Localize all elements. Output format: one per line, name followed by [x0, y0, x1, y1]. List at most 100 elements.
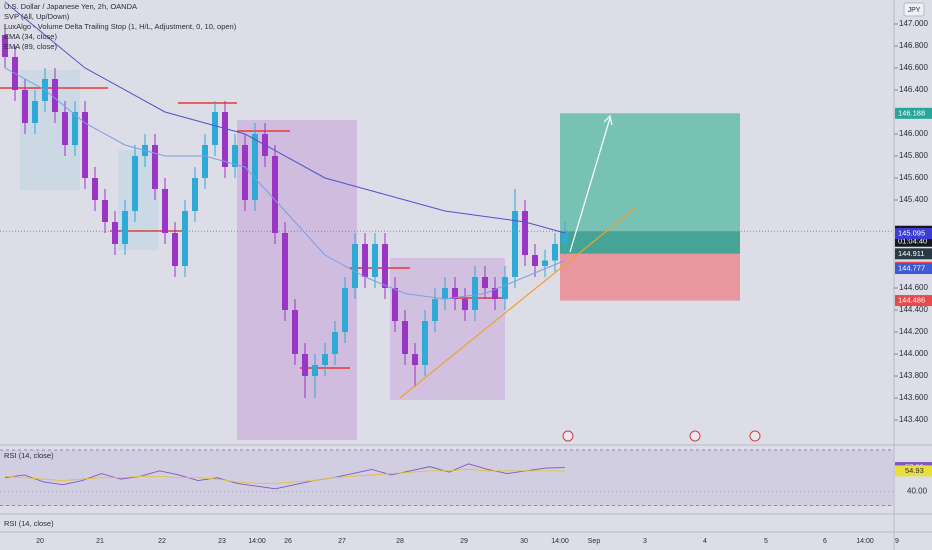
candle-body [222, 111, 228, 167]
candle-body [342, 288, 348, 333]
candle-body [112, 222, 118, 245]
candle-body [302, 354, 308, 377]
candle-body [242, 144, 248, 201]
price-tag-label: 146.188 [898, 108, 925, 117]
time-label: 20 [36, 538, 44, 545]
candle-body [52, 78, 58, 112]
y-tick-label: 145.600 [899, 173, 928, 182]
y-tick-label: 146.600 [899, 63, 928, 72]
value-tag-label: 54.93 [905, 466, 924, 475]
candle-body [122, 211, 128, 245]
candle-body [292, 310, 298, 355]
indicator-label: LuxAlgo - Volume Delta Trailing Stop (1,… [4, 22, 237, 31]
candle-body [102, 200, 108, 223]
candle-body [332, 332, 338, 355]
ema-line [4, 1, 566, 234]
price-tag [895, 107, 932, 119]
candle-body [422, 321, 428, 366]
time-label: 28 [396, 538, 404, 545]
profile-box [20, 70, 80, 190]
candle-body [92, 178, 98, 201]
indicator-label: EMA (34, close) [4, 32, 57, 41]
candle-body [512, 211, 518, 278]
candle-body [312, 365, 318, 377]
event-flag[interactable] [749, 430, 761, 442]
candle-body [402, 321, 408, 355]
candle-body [522, 211, 528, 256]
candle-body [2, 34, 8, 57]
time-label: 14:00 [856, 538, 874, 545]
time-label: 4 [703, 538, 707, 545]
arrow [569, 117, 611, 253]
y-tick-label: 146.000 [899, 129, 928, 138]
time-label: 14:00 [551, 538, 569, 545]
time-label: 6 [823, 538, 827, 545]
target-zone-filled [560, 231, 740, 254]
candle-body [132, 155, 138, 212]
price-tag-label: 145.095 [898, 229, 925, 238]
y-tick-label: 146.400 [899, 85, 928, 94]
time-label: 30 [520, 538, 528, 545]
time-label: 26 [284, 538, 292, 545]
y-tick-label: 144.400 [899, 305, 928, 314]
currency-button[interactable] [903, 2, 925, 17]
time-label: 21 [96, 538, 104, 545]
candle-body [272, 155, 278, 234]
currency-label: JPY [908, 7, 921, 14]
candle-body [82, 111, 88, 178]
y-tick-label: 145.400 [899, 195, 928, 204]
candle-body [392, 288, 398, 322]
candle-body [382, 244, 388, 289]
candle-body [182, 211, 188, 267]
symbol-title: U.S. Dollar / Japanese Yen, 2h, OANDA [4, 2, 137, 11]
candle-body [452, 288, 458, 300]
candle-body [232, 144, 238, 167]
candle-body [462, 299, 468, 311]
candle-body [432, 299, 438, 322]
candle-body [542, 260, 548, 267]
candle-body [22, 89, 28, 123]
candle-body [162, 189, 168, 234]
candle-body [202, 144, 208, 178]
time-label: 22 [158, 538, 166, 545]
candle-body [362, 244, 368, 278]
candle-body [372, 244, 378, 278]
time-label: 29 [460, 538, 468, 545]
candle-body [212, 111, 218, 145]
candle-body [322, 354, 328, 366]
indicator-label: EMA (89, close) [4, 42, 57, 51]
pane-title: RSI (14, close) [4, 451, 54, 460]
candle-body [562, 231, 568, 245]
value-tag [895, 465, 932, 477]
candle-body [192, 178, 198, 212]
price-tag [895, 228, 932, 240]
y-tick-label: 145.800 [899, 151, 928, 160]
candle-body [442, 288, 448, 300]
rsi-line [4, 463, 566, 490]
rsi-band [0, 450, 894, 506]
rsi-line [4, 468, 566, 484]
ema-line [4, 67, 566, 300]
candle-body [282, 233, 288, 311]
candle-body [552, 244, 558, 261]
y-tick-label: 144.200 [899, 327, 928, 336]
time-label: 3 [643, 538, 647, 545]
y-tick-label: 146.800 [899, 41, 928, 50]
y-tick-label: 143.800 [899, 371, 928, 380]
time-label: Sep [588, 538, 601, 545]
y-tick-label: 143.400 [899, 415, 928, 424]
event-flag[interactable] [689, 430, 701, 442]
countdown-label: 01:04:40 [898, 237, 927, 246]
y-tick-label: 144.600 [899, 283, 928, 292]
price-tag [895, 263, 932, 275]
candle-body [32, 100, 38, 123]
time-label: 14:00 [248, 538, 266, 545]
pane-title: RSI (14, close) [4, 519, 54, 528]
candle-body [492, 288, 498, 300]
candle-body [172, 233, 178, 267]
event-flag[interactable] [562, 430, 574, 442]
candle-body [152, 144, 158, 190]
price-tag [895, 295, 932, 307]
candle-body [482, 277, 488, 289]
